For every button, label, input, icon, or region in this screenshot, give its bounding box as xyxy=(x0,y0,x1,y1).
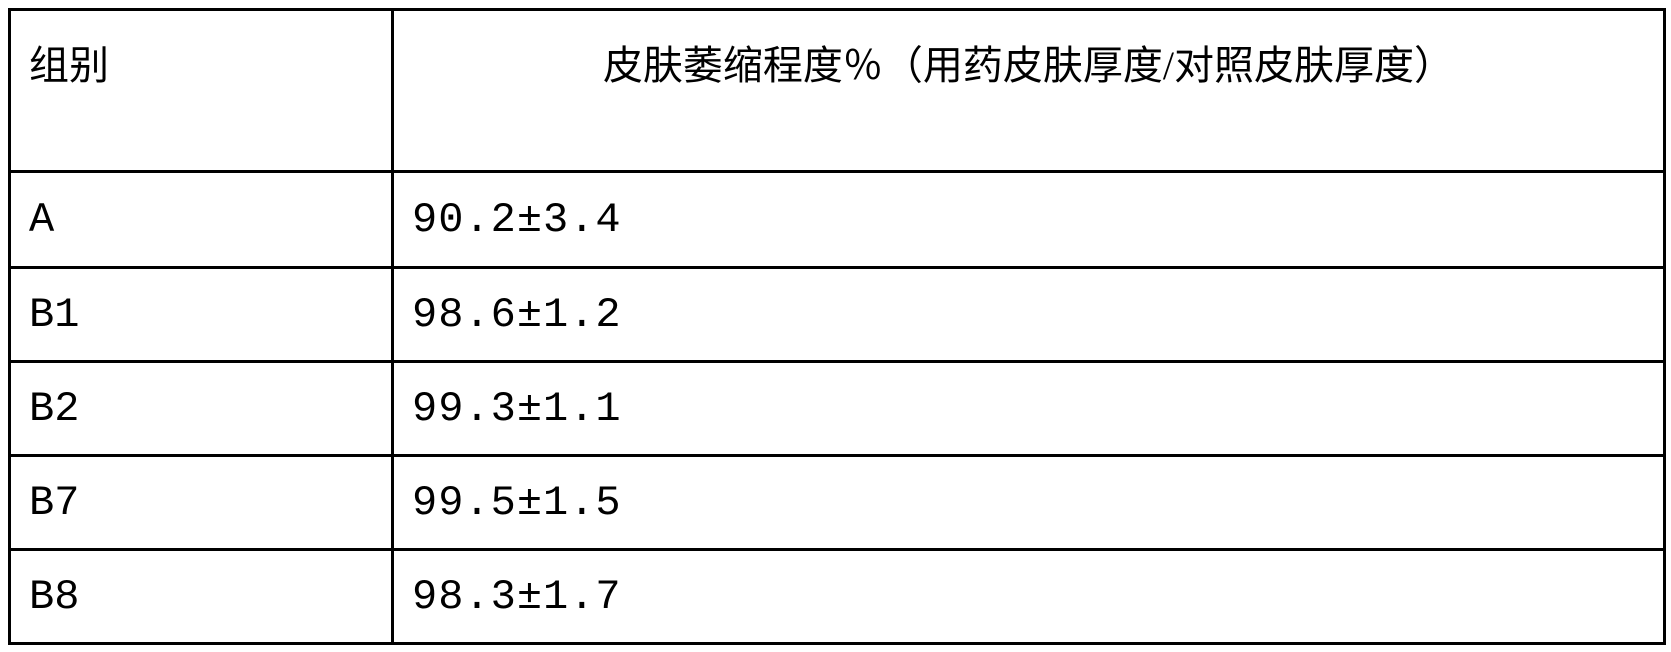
table-row: A 90.2±3.4 xyxy=(10,172,1665,268)
cell-group: B7 xyxy=(10,456,393,550)
cell-value: 99.3±1.1 xyxy=(393,362,1665,456)
cell-value: 90.2±3.4 xyxy=(393,172,1665,268)
cell-value: 98.3±1.7 xyxy=(393,550,1665,644)
cell-value: 99.5±1.5 xyxy=(393,456,1665,550)
skin-atrophy-table: 组别 皮肤萎缩程度％（用药皮肤厚度/对照皮肤厚度） A 90.2±3.4 B1 … xyxy=(8,8,1666,645)
column-header-group: 组别 xyxy=(10,10,393,172)
cell-group: A xyxy=(10,172,393,268)
table-row: B7 99.5±1.5 xyxy=(10,456,1665,550)
table-row: B8 98.3±1.7 xyxy=(10,550,1665,644)
table-header-row: 组别 皮肤萎缩程度％（用药皮肤厚度/对照皮肤厚度） xyxy=(10,10,1665,172)
column-header-value: 皮肤萎缩程度％（用药皮肤厚度/对照皮肤厚度） xyxy=(393,10,1665,172)
cell-group: B1 xyxy=(10,268,393,362)
table-row: B1 98.6±1.2 xyxy=(10,268,1665,362)
cell-group: B2 xyxy=(10,362,393,456)
cell-value: 98.6±1.2 xyxy=(393,268,1665,362)
table-row: B2 99.3±1.1 xyxy=(10,362,1665,456)
cell-group: B8 xyxy=(10,550,393,644)
